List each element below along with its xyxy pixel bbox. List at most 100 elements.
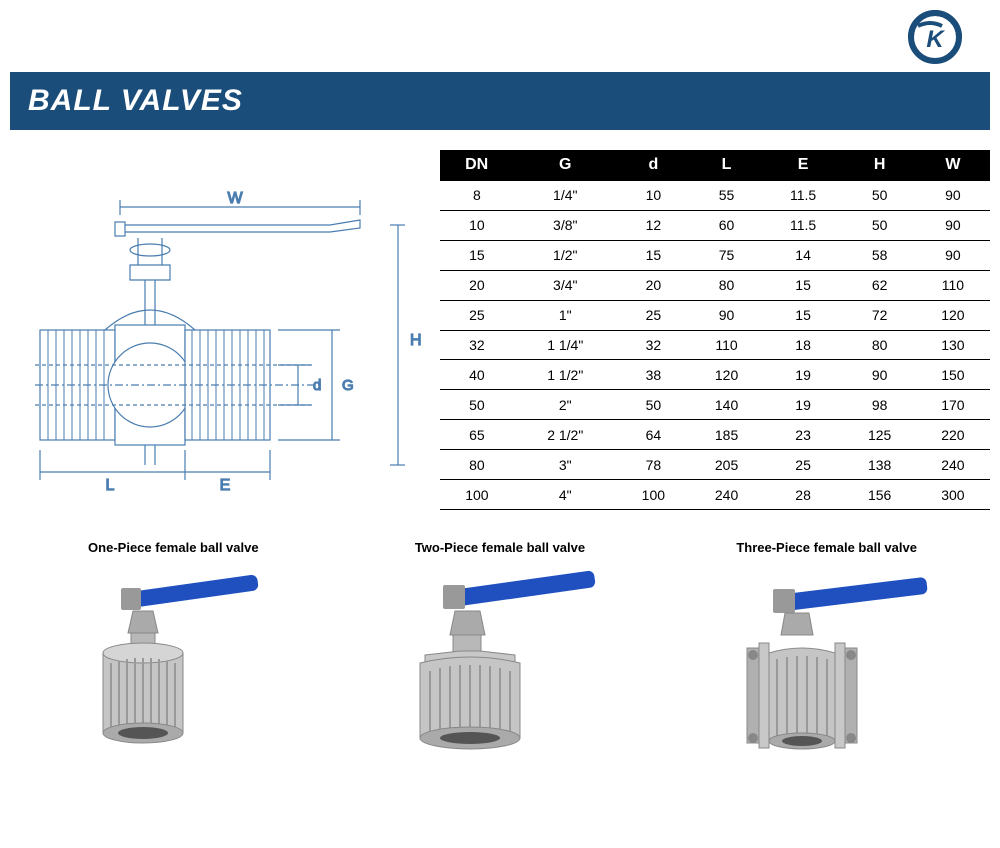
table-cell: 4" (514, 480, 617, 510)
table-row: 652 1/2"6418523125220 (440, 420, 990, 450)
col-d: d (617, 150, 690, 181)
table-cell: 11.5 (763, 210, 843, 240)
table-cell: 220 (916, 420, 989, 450)
table-cell: 20 (617, 270, 690, 300)
table-cell: 240 (690, 480, 763, 510)
table-cell: 2 1/2" (514, 420, 617, 450)
col-L: L (690, 150, 763, 181)
table-cell: 10 (440, 210, 514, 240)
table-cell: 138 (843, 450, 916, 480)
table-cell: 32 (440, 330, 514, 360)
table-cell: 1/2" (514, 240, 617, 270)
col-W: W (916, 150, 989, 181)
table-cell: 1 1/2" (514, 360, 617, 390)
dim-label-L: L (106, 477, 115, 494)
table-cell: 25 (440, 300, 514, 330)
table-cell: 3/8" (514, 210, 617, 240)
table-cell: 120 (916, 300, 989, 330)
table-cell: 205 (690, 450, 763, 480)
dim-label-d: d (313, 377, 321, 394)
table-cell: 3" (514, 450, 617, 480)
table-cell: 10 (617, 181, 690, 211)
table-row: 401 1/2"381201990150 (440, 360, 990, 390)
table-cell: 90 (690, 300, 763, 330)
table-cell: 32 (617, 330, 690, 360)
product-row: One-Piece female ball valve (10, 540, 990, 768)
dim-label-G: G (342, 377, 354, 394)
table-cell: 110 (916, 270, 989, 300)
table-cell: 1/4" (514, 181, 617, 211)
table-cell: 64 (617, 420, 690, 450)
product-title: Two-Piece female ball valve (350, 540, 650, 555)
table-cell: 125 (843, 420, 916, 450)
table-cell: 72 (843, 300, 916, 330)
table-cell: 20 (440, 270, 514, 300)
table-cell: 18 (763, 330, 843, 360)
table-cell: 15 (763, 270, 843, 300)
page-title: BALL VALVES (28, 84, 243, 118)
table-cell: 65 (440, 420, 514, 450)
table-cell: 98 (843, 390, 916, 420)
product-two-piece: Two-Piece female ball valve (350, 540, 650, 768)
table-cell: 75 (690, 240, 763, 270)
spec-table-body: 81/4"105511.55090103/8"126011.55090151/2… (440, 181, 990, 510)
col-G: G (514, 150, 617, 181)
technical-diagram: W (10, 150, 420, 510)
product-three-piece: Three-Piece female ball valve (677, 540, 977, 768)
valve-illustration-icon (390, 563, 610, 763)
table-cell: 1" (514, 300, 617, 330)
table-cell: 80 (690, 270, 763, 300)
table-cell: 28 (763, 480, 843, 510)
table-cell: 90 (916, 240, 989, 270)
table-cell: 240 (916, 450, 989, 480)
table-cell: 19 (763, 360, 843, 390)
spec-table: DNGdLEHW 81/4"105511.55090103/8"126011.5… (440, 150, 990, 510)
table-cell: 11.5 (763, 181, 843, 211)
table-row: 1004"10024028156300 (440, 480, 990, 510)
table-cell: 25 (763, 450, 843, 480)
table-row: 151/2"1575145890 (440, 240, 990, 270)
table-cell: 55 (690, 181, 763, 211)
table-cell: 62 (843, 270, 916, 300)
col-H: H (843, 150, 916, 181)
header-bar: BALL VALVES (10, 72, 990, 130)
table-cell: 50 (440, 390, 514, 420)
table-cell: 14 (763, 240, 843, 270)
table-cell: 110 (690, 330, 763, 360)
table-cell: 78 (617, 450, 690, 480)
table-cell: 185 (690, 420, 763, 450)
brand-logo: K (900, 10, 970, 65)
table-cell: 12 (617, 210, 690, 240)
table-cell: 1 1/4" (514, 330, 617, 360)
dim-label-E: E (220, 477, 231, 494)
dim-label-W: W (227, 190, 243, 207)
table-cell: 38 (617, 360, 690, 390)
table-cell: 50 (617, 390, 690, 420)
dim-label-H: H (410, 332, 422, 349)
table-cell: 19 (763, 390, 843, 420)
table-cell: 3/4" (514, 270, 617, 300)
table-cell: 100 (617, 480, 690, 510)
table-cell: 2" (514, 390, 617, 420)
valve-illustration-icon (63, 563, 283, 763)
table-cell: 15 (617, 240, 690, 270)
table-cell: 50 (843, 210, 916, 240)
table-row: 103/8"126011.55090 (440, 210, 990, 240)
table-cell: 90 (916, 210, 989, 240)
table-cell: 80 (843, 330, 916, 360)
table-cell: 170 (916, 390, 989, 420)
table-cell: 120 (690, 360, 763, 390)
table-cell: 90 (916, 181, 989, 211)
col-E: E (763, 150, 843, 181)
table-cell: 100 (440, 480, 514, 510)
table-row: 502"501401998170 (440, 390, 990, 420)
table-cell: 58 (843, 240, 916, 270)
table-cell: 50 (843, 181, 916, 211)
table-row: 321 1/4"321101880130 (440, 330, 990, 360)
table-cell: 60 (690, 210, 763, 240)
table-row: 803"7820525138240 (440, 450, 990, 480)
table-cell: 130 (916, 330, 989, 360)
table-cell: 23 (763, 420, 843, 450)
table-cell: 15 (763, 300, 843, 330)
table-row: 81/4"105511.55090 (440, 181, 990, 211)
